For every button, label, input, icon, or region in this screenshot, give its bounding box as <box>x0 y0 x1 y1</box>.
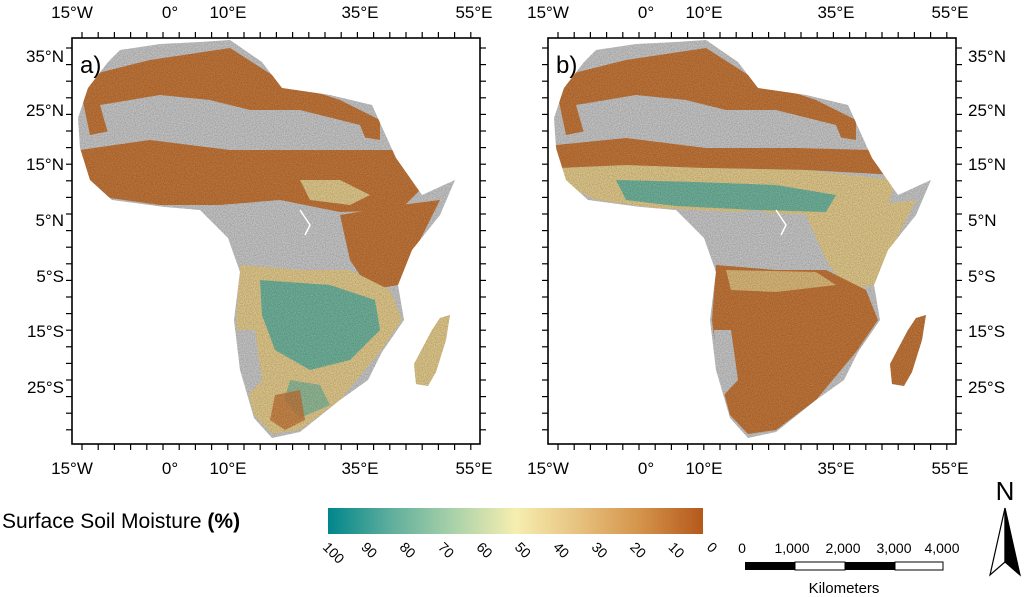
lon-top-label-b-2: 10°E <box>685 3 722 22</box>
lat-label-a-3: 5°N <box>35 211 64 230</box>
map-panel-b <box>547 37 957 445</box>
lat-label-a-0: 35°N <box>26 47 64 66</box>
lon-bottom-label-a-0: 15°W <box>51 459 93 478</box>
legend-colorbar <box>328 508 703 534</box>
legend-tick-90: 90 <box>358 539 380 561</box>
scale-labels: 0 1,000 2,000 3,000 4,000 <box>738 540 960 556</box>
lon-top-label-b-0: 15°W <box>527 3 569 22</box>
lat-label-a-2: 15°N <box>26 155 64 174</box>
north-arrow: N <box>989 476 1021 577</box>
lon-bottom-label-a-3: 35°E <box>341 459 378 478</box>
legend-tick-labels: 100 90 80 70 60 50 40 30 20 10 0 <box>320 539 721 567</box>
legend-tick-50: 50 <box>512 539 534 561</box>
lon-top-label-a-4: 55°E <box>455 3 492 22</box>
lat-label-b-2: 15°N <box>968 155 1006 174</box>
lon-bottom-label-b-3: 35°E <box>817 459 854 478</box>
map-panel-a <box>71 37 481 445</box>
legend-tick-100: 100 <box>320 539 348 567</box>
lon-bottom-label-b-4: 55°E <box>931 459 968 478</box>
lon-top-label-a-0: 15°W <box>51 3 93 22</box>
lon-top-label-a-2: 10°E <box>209 3 246 22</box>
lon-bottom-label-b-2: 10°E <box>685 459 722 478</box>
legend-tick-80: 80 <box>397 539 419 561</box>
scale-seg-3 <box>845 562 895 570</box>
lon-bottom-label-a-2: 10°E <box>209 459 246 478</box>
scale-unit: Kilometers <box>809 580 880 597</box>
legend-tick-70: 70 <box>435 539 457 561</box>
lat-label-b-5: 15°S <box>968 322 1005 341</box>
scale-seg-1 <box>745 562 795 570</box>
panel-label-a: a) <box>80 52 101 79</box>
lon-top-label-a-1: 0° <box>162 3 178 22</box>
legend-tick-30: 30 <box>589 539 611 561</box>
legend-title-text: Surface Soil Moisture <box>2 510 207 533</box>
panel-label-b: b) <box>556 52 577 79</box>
lake-victoria-a <box>299 209 311 236</box>
scale-label-4: 4,000 <box>924 540 959 556</box>
lon-top-label-b-3: 35°E <box>817 3 854 22</box>
scale-label-3: 3,000 <box>876 540 911 556</box>
legend-title: Surface Soil Moisture (%) <box>2 510 240 533</box>
axes-panel-b: 15°W 0° 10°E 35°E 55°E 15°W 0° 10°E 35°E 55°E 35°N… <box>527 3 1006 478</box>
lat-label-a-6: 25°S <box>27 378 64 397</box>
lat-label-b-1: 25°N <box>968 101 1006 120</box>
scale-label-0: 0 <box>738 540 746 556</box>
north-arrow-right-half <box>1004 507 1021 577</box>
scale-bar: 0 1,000 2,000 3,000 4,000 Kilometers <box>738 540 960 597</box>
lat-label-a-5: 15°S <box>27 322 64 341</box>
lon-bottom-label-a-1: 0° <box>162 459 178 478</box>
lon-bottom-label-a-4: 55°E <box>455 459 492 478</box>
legend-title-unit: (%) <box>207 510 240 533</box>
color-legend: Surface Soil Moisture (%) 100 90 80 70 60 50 4… <box>2 508 721 567</box>
north-arrow-left-half <box>989 507 1006 577</box>
scale-seg-4 <box>894 561 944 571</box>
scale-label-1: 1,000 <box>774 540 809 556</box>
lat-label-b-3: 5°N <box>968 211 997 230</box>
legend-tick-10: 10 <box>665 539 687 561</box>
lat-label-a-1: 25°N <box>26 101 64 120</box>
legend-tick-60: 60 <box>473 539 495 561</box>
scale-seg-2 <box>794 561 846 571</box>
lon-bottom-label-b-0: 15°W <box>527 459 569 478</box>
lat-label-b-0: 35°N <box>968 47 1006 66</box>
legend-tick-40: 40 <box>550 539 572 561</box>
north-label: N <box>996 476 1015 506</box>
legend-tick-20: 20 <box>627 539 649 561</box>
lat-label-b-6: 25°S <box>968 378 1005 397</box>
scale-label-2: 2,000 <box>825 540 860 556</box>
lake-victoria-b <box>775 209 787 236</box>
lon-top-label-b-1: 0° <box>638 3 654 22</box>
lat-label-a-4: 5°S <box>36 267 64 286</box>
axes-panel-a: 15°W 0° 10°E 35°E 55°E 15°W 0° 10°E 35°E 55°E 35°N… <box>26 3 493 478</box>
lon-bottom-label-b-1: 0° <box>638 459 654 478</box>
lon-top-label-a-3: 35°E <box>341 3 378 22</box>
lat-label-b-4: 5°S <box>968 267 996 286</box>
lon-top-label-b-4: 55°E <box>931 3 968 22</box>
legend-tick-0: 0 <box>704 539 721 556</box>
